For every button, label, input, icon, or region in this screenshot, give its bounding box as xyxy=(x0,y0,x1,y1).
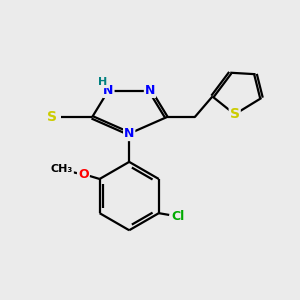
Text: S: S xyxy=(47,110,57,124)
Text: S: S xyxy=(230,107,240,121)
Text: N: N xyxy=(145,84,155,97)
Text: N: N xyxy=(124,127,134,140)
Text: O: O xyxy=(78,168,88,181)
Text: N: N xyxy=(103,84,114,97)
Text: H: H xyxy=(98,77,108,87)
Text: CH₃: CH₃ xyxy=(51,164,73,174)
Text: Cl: Cl xyxy=(172,210,185,223)
